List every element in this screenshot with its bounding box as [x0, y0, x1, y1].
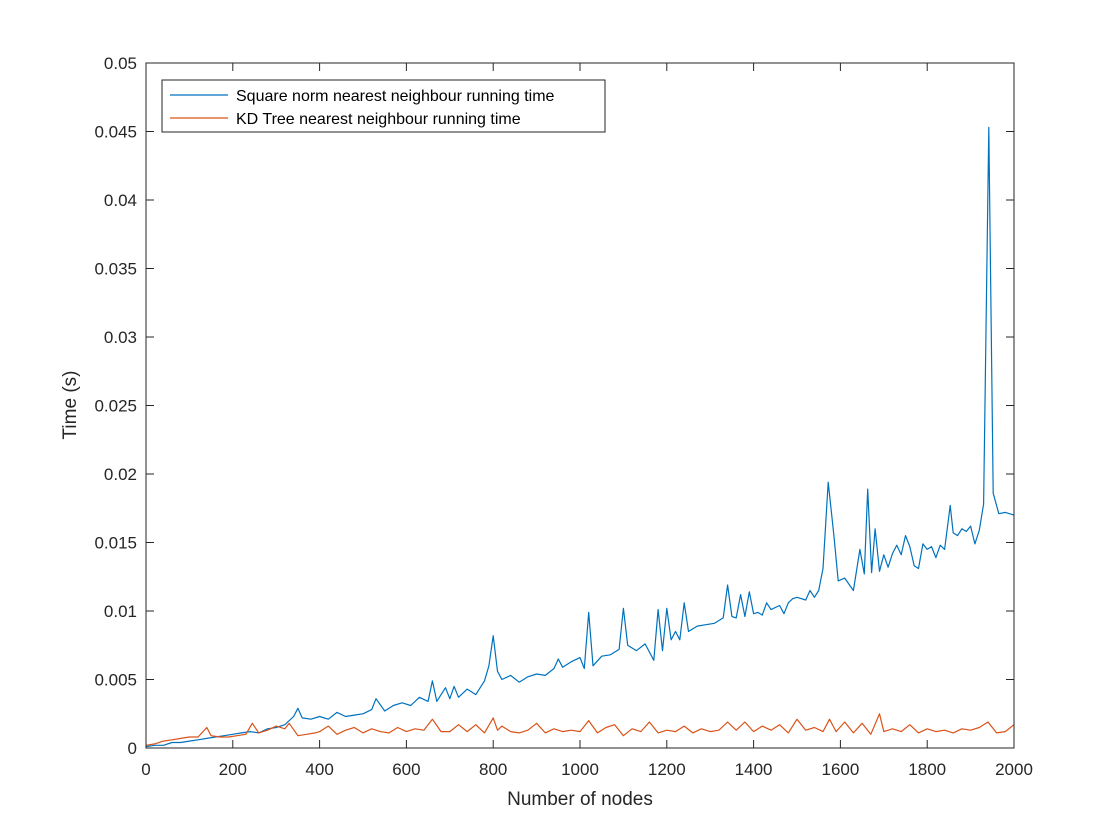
x-tick-label: 0 — [141, 760, 150, 779]
x-tick-label: 600 — [392, 760, 420, 779]
x-tick-label: 2000 — [995, 760, 1033, 779]
y-tick-label: 0 — [128, 739, 137, 758]
y-tick-label: 0.035 — [94, 260, 137, 279]
legend-label-square-norm: Square norm nearest neighbour running ti… — [236, 88, 555, 105]
x-tick-label: 1000 — [561, 760, 599, 779]
x-tick-label: 200 — [219, 760, 247, 779]
series-layer — [145, 126, 1015, 748]
x-tick-label: 800 — [479, 760, 507, 779]
y-tick-label: 0.015 — [94, 534, 137, 553]
y-tick-label: 0.025 — [94, 397, 137, 416]
x-tick-label: 1800 — [908, 760, 946, 779]
y-tick-label: 0.05 — [104, 54, 137, 73]
y-tick-label: 0.045 — [94, 123, 137, 142]
x-tick-label: 1400 — [735, 760, 773, 779]
y-tick-label: 0.03 — [104, 328, 137, 347]
legend-label-kd-tree: KD Tree nearest neighbour running time — [236, 111, 521, 128]
y-tick-label: 0.02 — [104, 465, 137, 484]
legend: Square norm nearest neighbour running ti… — [161, 79, 606, 133]
y-tick-label: 0.005 — [94, 671, 137, 690]
series-line-square-norm — [145, 126, 1015, 748]
y-tick-label: 0.01 — [104, 602, 137, 621]
x-tick-label: 1600 — [821, 760, 859, 779]
x-tick-label: 400 — [305, 760, 333, 779]
series-line-kd-tree — [145, 713, 1015, 746]
x-tick-label: 1200 — [648, 760, 686, 779]
plot-area — [146, 63, 1014, 748]
legend-box — [161, 79, 606, 133]
y-axis-label: Time (s) — [60, 371, 81, 440]
y-tick-label: 0.04 — [104, 191, 137, 210]
x-axis-label: Number of nodes — [507, 789, 653, 810]
plot-box — [145, 62, 1015, 749]
tick-labels: 0 200 400 600 800 1000 1200 1400 1600 1800 2000 0 0.… — [94, 54, 1032, 779]
